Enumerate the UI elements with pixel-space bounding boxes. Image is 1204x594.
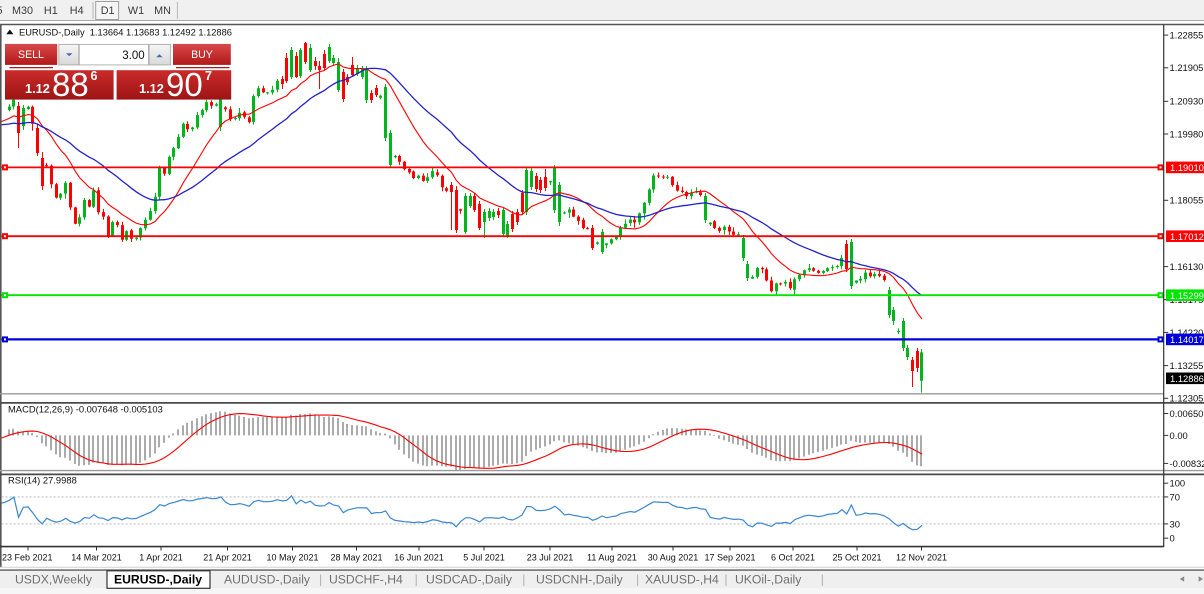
svg-text:6 Oct 2021: 6 Oct 2021 — [771, 553, 815, 563]
svg-text:88: 88 — [52, 66, 89, 103]
svg-text:30: 30 — [1170, 518, 1180, 529]
svg-text:5: 5 — [0, 5, 3, 17]
svg-text:100: 100 — [1170, 478, 1186, 489]
svg-text:AUDUSD-,Daily: AUDUSD-,Daily — [224, 573, 311, 587]
svg-text:1.13255: 1.13255 — [1170, 360, 1204, 371]
svg-text:25 Oct 2021: 25 Oct 2021 — [832, 553, 881, 563]
svg-text:|: | — [636, 573, 639, 587]
svg-text:1.20930: 1.20930 — [1170, 96, 1204, 107]
svg-text:6: 6 — [91, 69, 98, 83]
svg-text:1.15299: 1.15299 — [1170, 290, 1204, 301]
svg-text:|: | — [319, 573, 322, 587]
svg-text:EURUSD-,Daily: EURUSD-,Daily — [114, 573, 202, 587]
svg-text:1.17012: 1.17012 — [1170, 231, 1204, 242]
svg-text:H4: H4 — [70, 5, 84, 17]
svg-text:17 Sep 2021: 17 Sep 2021 — [704, 553, 755, 563]
svg-text:SELL: SELL — [18, 49, 44, 61]
svg-text:3.00: 3.00 — [122, 50, 144, 62]
svg-text:1.16130: 1.16130 — [1170, 261, 1204, 272]
svg-text:1 Apr 2021: 1 Apr 2021 — [139, 553, 183, 563]
svg-text:23 Feb 2021: 23 Feb 2021 — [2, 553, 53, 563]
svg-text:1.12886: 1.12886 — [1170, 373, 1204, 384]
svg-text:USDCNH-,Daily: USDCNH-,Daily — [536, 573, 624, 587]
svg-text:|: | — [522, 573, 525, 587]
svg-text:UKOil-,Daily: UKOil-,Daily — [735, 573, 802, 587]
svg-text:BUY: BUY — [191, 49, 213, 61]
svg-text:MACD(12,26,9) -0.007648 -0.005: MACD(12,26,9) -0.007648 -0.005103 — [8, 404, 163, 415]
svg-text:USDX,Weekly: USDX,Weekly — [15, 573, 93, 587]
svg-text:0.006503: 0.006503 — [1170, 408, 1204, 419]
svg-text:5 Jul 2021: 5 Jul 2021 — [463, 553, 505, 563]
svg-text:30 Aug 2021: 30 Aug 2021 — [648, 553, 699, 563]
svg-text:0.00: 0.00 — [1170, 430, 1188, 441]
svg-text:EURUSD-,Daily 1.13664 1.13683: EURUSD-,Daily 1.13664 1.13683 1.12492 1.… — [19, 27, 232, 37]
svg-text:28 May 2021: 28 May 2021 — [330, 553, 382, 563]
svg-text:W1: W1 — [128, 5, 144, 17]
svg-text:16 Jun 2021: 16 Jun 2021 — [394, 553, 444, 563]
svg-text:11 Aug 2021: 11 Aug 2021 — [587, 553, 637, 563]
svg-text:|: | — [821, 573, 824, 587]
svg-text:12 Nov 2021: 12 Nov 2021 — [896, 553, 947, 563]
svg-text:7: 7 — [205, 69, 212, 83]
svg-text:RSI(14) 27.9988: RSI(14) 27.9988 — [8, 475, 77, 486]
svg-text:0: 0 — [1170, 533, 1175, 544]
svg-text:1.18055: 1.18055 — [1170, 195, 1204, 206]
svg-text:1.14017: 1.14017 — [1170, 334, 1204, 345]
svg-text:MN: MN — [154, 5, 171, 17]
svg-text:XAUUSD-,H4: XAUUSD-,H4 — [645, 573, 719, 587]
svg-text:1.14220: 1.14220 — [1170, 327, 1204, 338]
svg-text:14 Mar 2021: 14 Mar 2021 — [71, 553, 122, 563]
svg-text:USDCAD-,Daily: USDCAD-,Daily — [426, 573, 513, 587]
svg-text:21 Apr 2021: 21 Apr 2021 — [203, 553, 252, 563]
svg-text:1.12305: 1.12305 — [1170, 393, 1204, 404]
svg-text:M30: M30 — [12, 5, 33, 17]
svg-text:10 May 2021: 10 May 2021 — [266, 553, 318, 563]
svg-text:|: | — [724, 573, 727, 587]
svg-text:|: | — [415, 573, 418, 587]
svg-text:D1: D1 — [101, 5, 115, 17]
svg-text:1.19980: 1.19980 — [1170, 128, 1204, 139]
svg-text:H1: H1 — [44, 5, 58, 17]
svg-text:90: 90 — [166, 66, 203, 103]
svg-text:1.12: 1.12 — [139, 81, 164, 96]
svg-text:1.19010: 1.19010 — [1170, 162, 1204, 173]
svg-text:1.22855: 1.22855 — [1170, 30, 1204, 41]
svg-text:USDCHF-,H4: USDCHF-,H4 — [329, 573, 403, 587]
svg-text:23 Jul 2021: 23 Jul 2021 — [527, 553, 574, 563]
svg-text:1.21905: 1.21905 — [1170, 62, 1204, 73]
svg-text:1.12: 1.12 — [25, 81, 50, 96]
svg-text:70: 70 — [1170, 491, 1180, 502]
